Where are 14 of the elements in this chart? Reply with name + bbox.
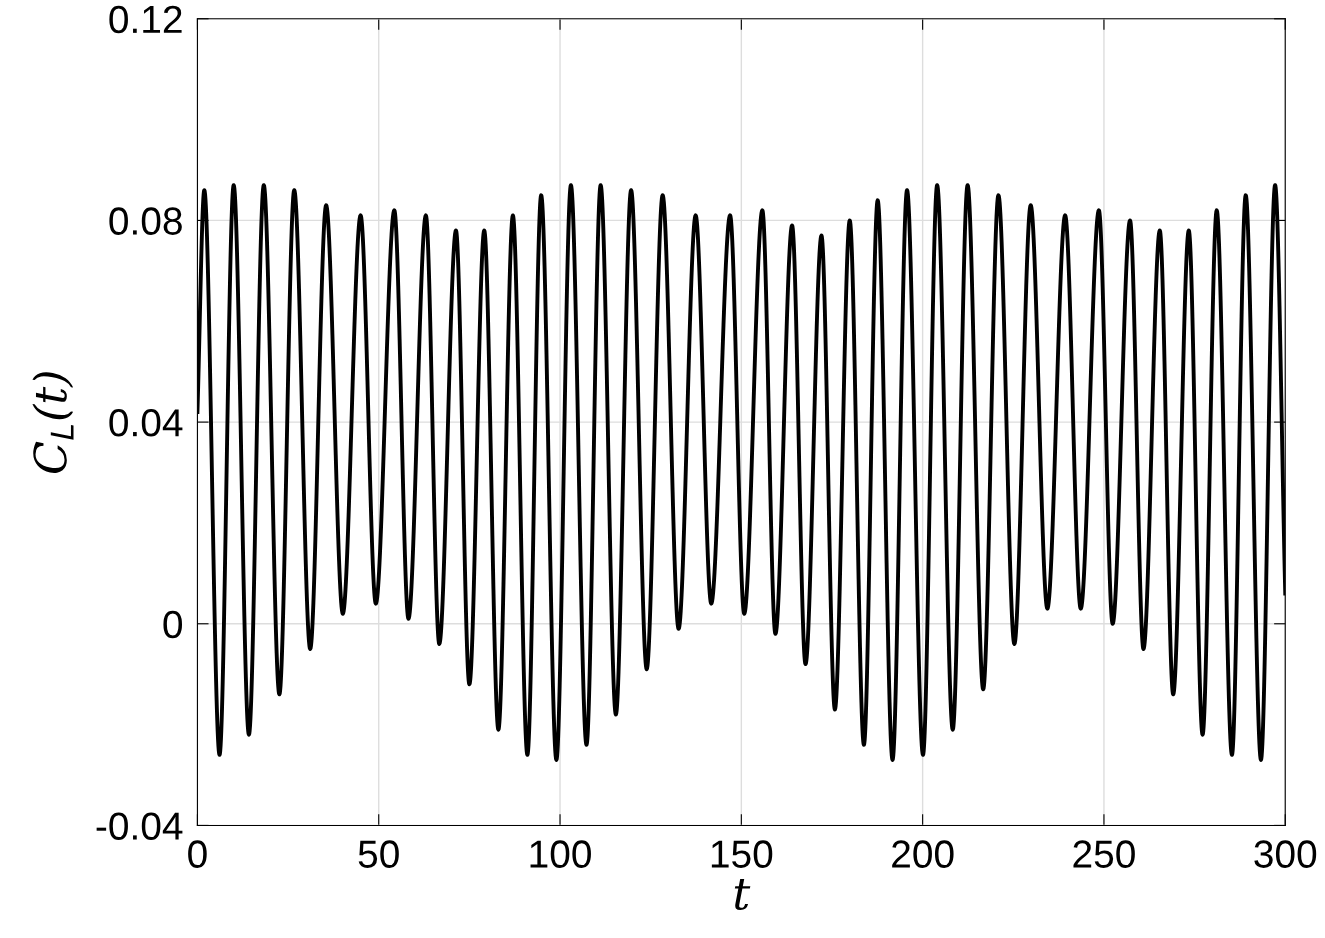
y-tick-label: 0.04 [109, 409, 183, 437]
x-tick-label: 100 [530, 840, 591, 868]
y-tick-label: 0.08 [109, 207, 182, 235]
x-tick-label: 0 [188, 840, 207, 868]
x-tick-label: 150 [711, 840, 773, 868]
x-tick-label: 300 [1254, 840, 1317, 868]
x-axis-title: t [734, 879, 751, 910]
y-tick-label: -0.04 [96, 812, 183, 840]
x-tick-label: 250 [1073, 840, 1135, 868]
x-tick-label: 200 [892, 840, 954, 868]
y-axis-title: C$_{L}$(t) [32, 372, 74, 473]
y-tick-label: 0.12 [109, 5, 182, 34]
x-tick-label: 50 [358, 840, 399, 868]
y-tick-label: 0 [163, 610, 183, 639]
